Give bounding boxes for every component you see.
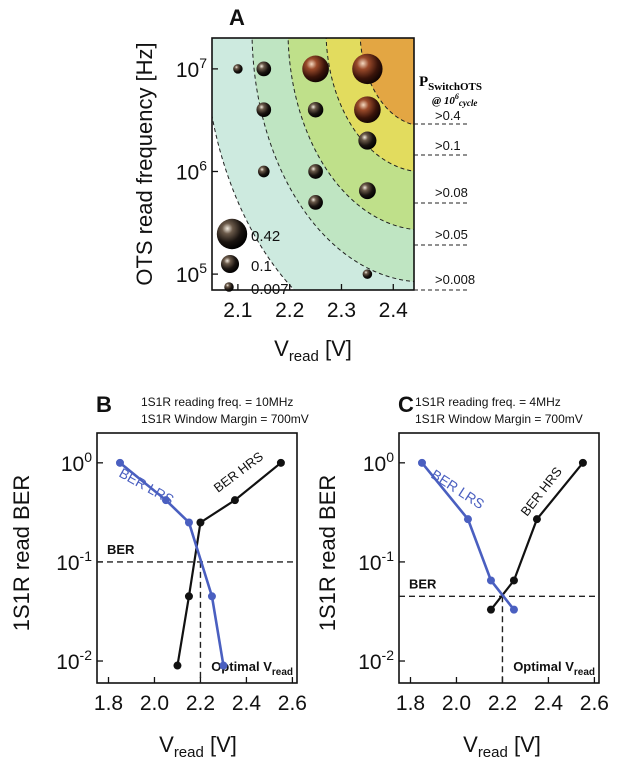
plotB-xtick-label: 2.6 [278, 692, 307, 715]
band-label-5: >0.008 [435, 272, 475, 287]
panel-b-frame [96, 432, 298, 684]
plotB-lrs-label: BER LRS [117, 465, 177, 508]
data-point-13 [362, 269, 373, 279]
panel-a-xlabel: Vread [V] [274, 336, 352, 365]
plotB-xtick-label: 2.2 [186, 692, 215, 715]
panel-b-letter: B [96, 392, 112, 417]
panel-a-legend-title: PSwitchOTS [419, 74, 482, 93]
plotB-optimal-label: Optimal Vread [211, 659, 293, 678]
plotC-ytick-label: 10-1 [358, 548, 394, 575]
panel-a: A 2.1 2.2 2.3 2.4 105 106 107 OTS read frequen… [132, 5, 482, 365]
panel-a-legend-subtitle: @ 106cycle [432, 92, 477, 108]
plotC-hrs-point [486, 605, 495, 614]
panel-a-xtick-label: 2.2 [275, 299, 304, 322]
panel-a-ytick-label: 107 [176, 55, 207, 82]
size-legend-label-2: 0.1 [251, 258, 272, 275]
data-point-8 [358, 131, 377, 150]
plotC-lrs-point [509, 605, 518, 614]
plotB-ber-label: BER [107, 542, 135, 557]
data-point-10 [308, 164, 323, 179]
size-legend-marker-3 [224, 282, 234, 292]
size-legend-label-3: 0.007 [251, 281, 289, 298]
band-label-3: >0.08 [435, 185, 468, 200]
size-legend-marker-1 [216, 218, 248, 250]
plotB-xtick-label: 1.8 [94, 692, 123, 715]
plotB-hrs-point [276, 458, 285, 467]
panel-a-ytick-label: 105 [176, 260, 207, 287]
plotC-ytick-label: 100 [363, 449, 394, 476]
plotC-ber-label: BER [409, 576, 437, 591]
plotB-lrs-point [207, 592, 216, 601]
panel-a-letter: A [229, 5, 245, 30]
plotC-hrs-point [509, 576, 518, 585]
plotB-lrs-point [161, 496, 170, 505]
panel-b-note-frequency: 1S1R reading freq. = 10MHz [141, 395, 293, 409]
plotB-hrs-label: BER HRS [211, 448, 266, 495]
plotC-hrs-label: BER HRS [518, 464, 566, 519]
panel-a-xtick-label: 2.1 [223, 299, 252, 322]
data-point-9 [257, 165, 270, 178]
panel-c: C 1S1R reading freq. = 4MHz 1S1R Window … [315, 392, 609, 759]
data-point-3 [302, 55, 329, 83]
data-point-5 [256, 102, 272, 118]
panel-c-note-margin: 1S1R Window Margin = 700mV [415, 412, 583, 426]
plotC-hrs-point [532, 515, 541, 524]
plotB-ytick-label: 10-2 [56, 647, 92, 674]
plotB-hrs-line [176, 461, 282, 666]
plotC-xtick-label: 2.4 [534, 692, 564, 715]
plotB-hrs-point [196, 518, 205, 527]
size-legend-marker-2 [220, 254, 240, 274]
panel-b: B 1S1R reading freq. = 10MHz 1S1R Window… [9, 392, 309, 759]
plotC-optimal-label: Optimal Vread [513, 659, 595, 678]
data-point-4 [352, 53, 383, 85]
plotB-lrs-point [219, 661, 228, 670]
plotC-lrs-point [463, 515, 472, 524]
data-point-12 [308, 195, 323, 210]
band-label-2: >0.1 [435, 138, 461, 153]
panel-a-frame [211, 37, 415, 291]
plotC-xtick-label: 2.2 [488, 692, 517, 715]
plotC-lrs-point [417, 458, 426, 467]
size-legend-label-1: 0.42 [251, 228, 280, 245]
panel-b-ylabel: 1S1R read BER [9, 475, 34, 632]
plotB-lrs-point [184, 518, 193, 527]
plotB-hrs-point [230, 496, 239, 505]
plotC-xtick-label: 2.0 [442, 692, 471, 715]
panel-b-xlabel: Vread [V] [159, 732, 237, 759]
plotB-xtick-label: 2.4 [232, 692, 262, 715]
plotC-xtick-label: 1.8 [396, 692, 425, 715]
band-label-4: >0.05 [435, 227, 468, 242]
plotC-lrs-line [420, 462, 515, 611]
plotC-ytick-label: 10-2 [358, 647, 394, 674]
data-point-6 [307, 101, 324, 118]
panel-c-ylabel: 1S1R read BER [315, 475, 340, 632]
panel-a-ytick-label: 106 [176, 157, 207, 184]
panel-c-frame [398, 432, 600, 684]
plotB-xtick-label: 2.0 [140, 692, 169, 715]
data-point-11 [358, 182, 376, 200]
plotC-hrs-point [578, 458, 587, 467]
data-point-1 [233, 64, 243, 74]
panel-a-xtick-label: 2.4 [379, 299, 409, 322]
panel-c-xlabel: Vread [V] [463, 732, 541, 759]
data-point-7 [354, 96, 381, 124]
panel-b-note-margin: 1S1R Window Margin = 700mV [141, 412, 309, 426]
data-point-2 [256, 61, 272, 77]
panel-a-xtick-label: 2.3 [327, 299, 356, 322]
plotB-lrs-point [115, 458, 124, 467]
plotB-hrs-point [184, 592, 193, 601]
panel-c-note-frequency: 1S1R reading freq. = 4MHz [415, 395, 561, 409]
plotB-ytick-label: 10-1 [56, 548, 92, 575]
plotB-ytick-label: 100 [61, 449, 92, 476]
panel-c-letter: C [398, 392, 414, 417]
plotC-xtick-label: 2.6 [580, 692, 609, 715]
plotB-hrs-point [173, 661, 182, 670]
band-label-1: >0.4 [435, 108, 461, 123]
plotC-lrs-point [486, 576, 495, 585]
panel-a-ylabel: OTS read frequency [Hz] [132, 42, 157, 285]
